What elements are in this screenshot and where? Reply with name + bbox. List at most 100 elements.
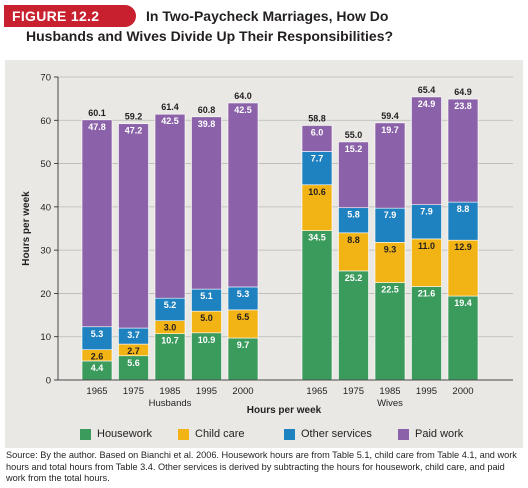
bar-paid-work-0 (81, 119, 113, 328)
y-tick-label-60: 60 (40, 116, 51, 127)
legend-swatch (80, 428, 91, 440)
legend-label: Child care (195, 428, 245, 440)
bar-child-care-5 (301, 184, 333, 231)
data-label-housework-7: 22.5 (381, 285, 399, 295)
bar-child-care-6 (338, 232, 369, 272)
y-tick-label-0: 0 (46, 376, 51, 387)
total-label-7: 59.4 (381, 111, 399, 121)
bar-other-services-8 (411, 204, 442, 240)
x-tick-label-3: 1995 (196, 386, 217, 397)
data-label-paid-work-9: 23.8 (454, 101, 472, 111)
data-label-paid-work-2: 42.5 (161, 116, 179, 126)
data-label-housework-5: 34.5 (308, 233, 326, 243)
legend-swatch (398, 428, 409, 440)
y-tick-label-70: 70 (40, 73, 51, 84)
total-label-0: 60.1 (88, 108, 106, 118)
legend-item-other-services: Other services (284, 428, 372, 440)
data-label-child-care-9: 12.9 (454, 242, 472, 252)
data-label-child-care-1: 2.7 (127, 346, 140, 356)
chart-title-line1: In Two-Paycheck Marriages, How Do (146, 8, 389, 24)
y-tick-label-50: 50 (40, 159, 51, 170)
data-label-paid-work-7: 19.7 (381, 125, 399, 135)
legend-label: Paid work (415, 428, 464, 440)
bar-housework-2 (154, 333, 186, 381)
figure-label: FIGURE 12.2 (4, 5, 136, 27)
bar-other-services-9 (447, 201, 479, 241)
total-label-5: 58.8 (308, 113, 326, 123)
group-label-0: Husbands (149, 398, 192, 409)
total-label-9: 64.9 (454, 87, 472, 97)
data-label-paid-work-4: 42.5 (234, 105, 252, 115)
legend-label: Other services (301, 428, 372, 440)
bar-housework-9 (447, 295, 479, 381)
data-label-paid-work-0: 47.8 (88, 122, 106, 132)
data-label-child-care-7: 9.3 (384, 244, 397, 254)
bar-housework-8 (411, 286, 442, 381)
data-label-paid-work-1: 47.2 (125, 126, 143, 136)
chart-title-line2: Husbands and Wives Divide Up Their Respo… (26, 28, 394, 44)
bar-paid-work-7 (374, 122, 406, 209)
data-label-paid-work-8: 24.9 (418, 99, 436, 109)
total-label-8: 65.4 (418, 85, 436, 95)
group-label-1: Wives (377, 398, 403, 409)
data-label-housework-0: 4.4 (91, 363, 104, 373)
data-label-other-services-8: 7.9 (420, 207, 433, 217)
bar-paid-work-3 (191, 116, 222, 290)
bar-housework-1 (118, 355, 149, 381)
source-note: Source: By the author. Based on Bianchi … (6, 450, 517, 483)
bar-paid-work-1 (118, 123, 149, 329)
x-tick-label-2: 1985 (159, 386, 180, 397)
y-tick-label-40: 40 (40, 202, 51, 213)
data-label-child-care-5: 10.6 (308, 187, 326, 197)
x-tick-label-0: 1965 (86, 386, 107, 397)
bar-housework-3 (191, 332, 222, 381)
data-label-other-services-6: 5.8 (347, 210, 360, 220)
x-tick-label-6: 1975 (343, 386, 364, 397)
data-label-paid-work-3: 39.8 (198, 119, 216, 129)
data-label-other-services-4: 5.3 (237, 289, 250, 299)
bar-paid-work-6 (338, 141, 369, 209)
data-label-other-services-0: 5.3 (91, 329, 104, 339)
bar-paid-work-2 (154, 113, 186, 299)
chart-title: In Two-Paycheck Marriages, How Do Husban… (26, 6, 526, 46)
data-label-housework-8: 21.6 (418, 289, 436, 299)
x-tick-label-5: 1965 (306, 386, 327, 397)
total-label-6: 55.0 (345, 130, 363, 140)
bar-other-services-5 (301, 151, 333, 186)
data-label-child-care-4: 6.5 (237, 312, 250, 322)
bar-paid-work-4 (227, 102, 259, 288)
bar-housework-7 (374, 282, 406, 381)
bar-paid-work-8 (411, 96, 442, 205)
data-label-child-care-8: 11.0 (418, 241, 435, 251)
data-label-child-care-3: 5.0 (200, 313, 213, 323)
y-tick-label-10: 10 (40, 332, 51, 343)
total-label-2: 61.4 (161, 102, 179, 112)
data-label-housework-3: 10.9 (198, 335, 216, 345)
data-label-child-care-6: 8.8 (347, 235, 360, 245)
legend-swatch (284, 428, 295, 440)
x-tick-label-9: 2000 (452, 386, 473, 397)
bar-housework-6 (338, 270, 369, 381)
data-label-housework-6: 25.2 (345, 273, 363, 283)
legend-item-housework: Housework (80, 428, 152, 440)
y-tick-label-30: 30 (40, 246, 51, 257)
legend: Housework Child care Other services Paid wo… (80, 428, 500, 444)
stacked-bar-chart: 0 10 20 30 40 50 60 70 Hours per week 4.42.6 5.3 47… (21, 73, 513, 416)
total-label-1: 59.2 (125, 112, 143, 122)
y-tick-label-20: 20 (40, 289, 51, 300)
x-tick-label-4: 2000 (232, 386, 253, 397)
bar-paid-work-5 (301, 125, 333, 152)
data-label-other-services-3: 5.1 (200, 291, 213, 301)
data-label-other-services-2: 5.2 (164, 300, 177, 310)
data-label-other-services-5: 7.7 (311, 153, 324, 163)
legend-swatch (178, 428, 189, 440)
x-tick-label-8: 1995 (416, 386, 437, 397)
data-label-housework-2: 10.7 (161, 336, 179, 346)
x-axis-label: Hours per week (247, 405, 322, 416)
data-label-child-care-0: 2.6 (91, 352, 104, 362)
data-label-other-services-7: 7.9 (384, 210, 397, 220)
bar-paid-work-9 (447, 98, 479, 203)
data-label-other-services-1: 3.7 (127, 330, 140, 340)
bar-housework-5 (301, 230, 333, 381)
data-label-housework-1: 5.6 (127, 358, 140, 368)
